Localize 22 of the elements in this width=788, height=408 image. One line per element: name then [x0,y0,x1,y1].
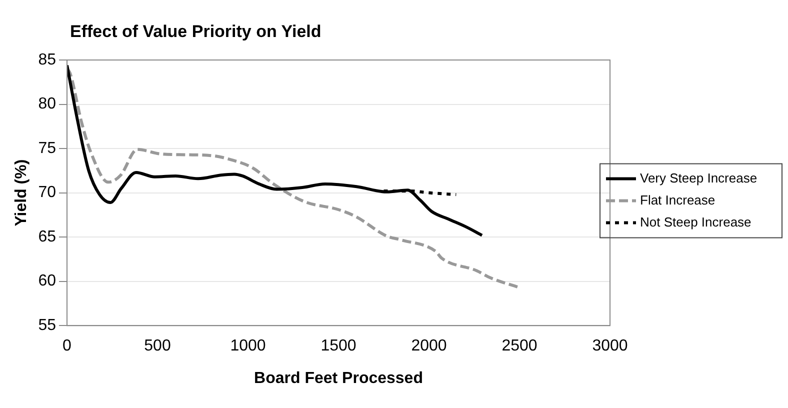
y-tick-label: 55 [38,317,56,334]
y-axis-title: Yield (%) [13,159,30,226]
x-tick-label: 2500 [502,338,538,355]
x-tick-label: 2000 [411,338,447,355]
legend-label: Very Steep Increase [640,170,758,186]
line-series [66,64,484,237]
y-tick-label: 60 [38,272,56,290]
line-series [66,67,521,290]
x-tick-label: 1000 [230,338,266,355]
y-tick-label: 85 [38,51,56,68]
legend-label: Flat Increase [640,192,716,208]
chart-title: Effect of Value Priority on Yield [70,22,322,42]
y-tick-label: 70 [38,184,56,202]
y-tick-label: 75 [38,140,56,157]
x-tick-label: 1500 [320,338,356,355]
x-tick-label: 3000 [592,338,628,355]
x-tick-label: 0 [62,338,72,355]
x-tick-label: 500 [144,338,171,355]
y-tick-label: 80 [38,96,56,113]
legend-label: Not Steep Increase [640,214,752,230]
y-tick-label: 65 [38,228,56,246]
x-axis-title: Board Feet Processed [254,370,423,387]
